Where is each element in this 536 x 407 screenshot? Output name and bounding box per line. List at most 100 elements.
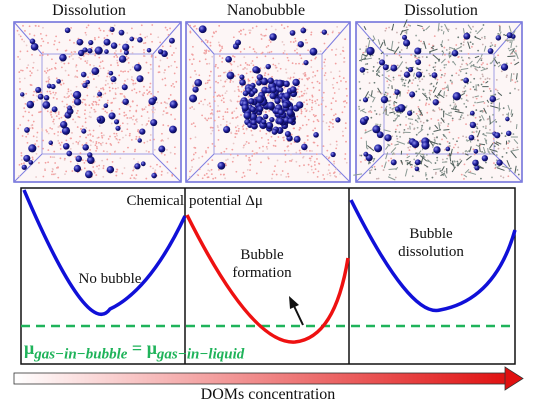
- gas-molecule: [296, 101, 304, 109]
- gas-molecule: [248, 98, 255, 105]
- gas-molecule: [150, 119, 158, 127]
- gas-molecule: [313, 132, 319, 138]
- gas-molecule: [48, 140, 54, 146]
- gas-molecule: [394, 89, 400, 96]
- gas-molecule: [335, 117, 341, 123]
- gas-molecule: [257, 106, 264, 112]
- gas-molecule: [433, 146, 441, 154]
- gas-molecule: [284, 130, 291, 138]
- gas-molecule: [239, 74, 245, 80]
- gas-molecule: [118, 55, 127, 63]
- gas-molecule: [103, 103, 109, 109]
- gas-molecule: [85, 170, 93, 179]
- gas-molecule: [390, 64, 398, 72]
- gas-molecule: [106, 166, 115, 174]
- gas-molecule: [85, 79, 91, 85]
- gas-molecule: [108, 70, 114, 76]
- gas-molecule: [269, 92, 277, 100]
- gas-molecule: [26, 100, 35, 109]
- panel-title-dissolution-left: Dissolution: [52, 2, 126, 19]
- gas-molecule: [104, 49, 109, 54]
- curve-no-bubble: [22, 189, 187, 316]
- gas-molecule: [189, 94, 198, 103]
- gas-molecule: [487, 48, 494, 54]
- gas-molecule: [372, 125, 381, 134]
- gas-molecule: [109, 26, 115, 32]
- gas-molecule: [321, 29, 328, 35]
- gas-molecule: [73, 98, 82, 106]
- gas-molecule: [137, 138, 142, 143]
- gas-molecule: [256, 74, 263, 81]
- gas-molecule: [276, 117, 284, 125]
- gas-molecule: [60, 121, 68, 129]
- gas-molecule: [463, 77, 470, 84]
- gas-molecule: [103, 38, 111, 46]
- gas-molecule: [140, 161, 146, 167]
- gas-molecule: [431, 72, 438, 79]
- gas-molecule: [414, 47, 422, 55]
- gas-molecule: [289, 30, 296, 36]
- gas-molecule: [123, 50, 129, 56]
- gas-molecule: [75, 155, 83, 163]
- gas-molecule: [225, 55, 232, 63]
- gas-molecule: [96, 116, 102, 122]
- label-bubble-dissolution-line2: dissolution: [398, 244, 464, 260]
- gas-molecule: [29, 38, 36, 45]
- gas-molecule: [362, 97, 369, 103]
- gas-molecule: [415, 59, 422, 66]
- header-chemical: Chemical: [126, 193, 184, 209]
- axis-label: DOMs concentration: [200, 386, 336, 403]
- gas-molecule: [91, 67, 100, 76]
- gas-molecule: [151, 172, 157, 179]
- gas-molecule: [87, 152, 93, 158]
- gas-molecule: [403, 71, 411, 78]
- gas-molecule: [129, 36, 135, 42]
- gas-molecule: [293, 135, 301, 143]
- gas-molecule: [374, 144, 383, 153]
- gas-molecule: [133, 63, 142, 72]
- gas-molecule: [506, 130, 512, 137]
- gas-molecule: [158, 145, 166, 153]
- gas-molecule: [252, 88, 258, 94]
- gas-molecule: [113, 119, 120, 125]
- gas-molecule: [415, 71, 423, 78]
- gas-molecule: [217, 161, 226, 170]
- gas-molecule: [505, 116, 510, 122]
- gas-molecule: [261, 119, 267, 125]
- gas-molecule: [242, 90, 249, 97]
- gas-molecule: [28, 160, 34, 165]
- gas-molecule: [282, 101, 289, 109]
- gas-molecule: [271, 128, 278, 135]
- gas-molecule: [223, 125, 231, 134]
- simulation-box-dissolution-left: [13, 21, 182, 183]
- curve-bubble-dissolution: [349, 199, 517, 313]
- gas-molecule: [359, 67, 366, 73]
- gas-molecule: [198, 25, 207, 34]
- gas-molecule: [278, 87, 284, 93]
- doms-concentration-arrow: [13, 366, 524, 391]
- gas-molecule: [148, 97, 156, 106]
- gas-molecule: [241, 104, 249, 112]
- gas-molecule: [30, 43, 39, 51]
- gas-molecule: [473, 148, 479, 154]
- gas-molecule: [20, 92, 25, 97]
- gas-molecule: [267, 77, 274, 84]
- gas-molecule: [110, 76, 117, 83]
- gas-molecule: [249, 106, 256, 113]
- label-bubble-dissolution-line1: Bubble: [409, 226, 453, 242]
- gas-molecule: [269, 116, 275, 123]
- gas-molecule: [256, 80, 262, 86]
- gas-molecule: [472, 159, 479, 167]
- gas-molecule: [37, 93, 44, 100]
- gas-molecule: [139, 128, 146, 135]
- label-no-bubble: No bubble: [78, 271, 142, 287]
- gas-molecule: [28, 144, 37, 153]
- gas-molecule: [250, 119, 257, 126]
- gas-molecule: [42, 101, 51, 109]
- gas-molecule: [474, 165, 480, 171]
- gas-molecule: [411, 140, 420, 148]
- gas-molecule: [239, 79, 246, 86]
- gas-molecule: [61, 126, 71, 135]
- gas-molecule: [403, 39, 411, 47]
